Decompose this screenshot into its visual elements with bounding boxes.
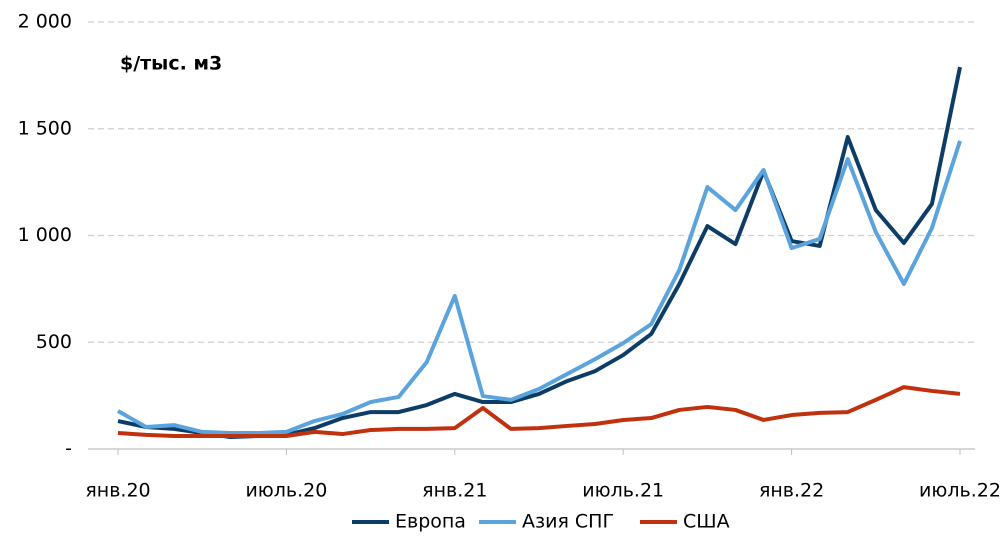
series-line [117,385,961,438]
y-tick-label: 1 500 [18,117,72,139]
legend-label: Европа [395,511,466,533]
legend-label: США [683,511,730,533]
legend-label: Азия СПГ [522,511,614,533]
x-tick-label: июль.22 [919,480,1001,502]
x-tick-label: июль.21 [582,480,664,502]
unit-annotation: $/тыс. м3 [120,53,222,75]
x-tick-label: янв.20 [85,480,150,502]
x-tick-label: июль.20 [245,480,327,502]
x-tick-label: янв.22 [759,480,824,502]
y-tick-label: 1 000 [18,224,72,246]
y-tick-label: 500 [36,331,72,353]
y-tick-label: 2 000 [18,11,72,33]
series-line [117,140,962,435]
series-line [117,66,962,440]
x-tick-label: янв.21 [422,480,487,502]
y-tick-label: - [65,438,72,460]
